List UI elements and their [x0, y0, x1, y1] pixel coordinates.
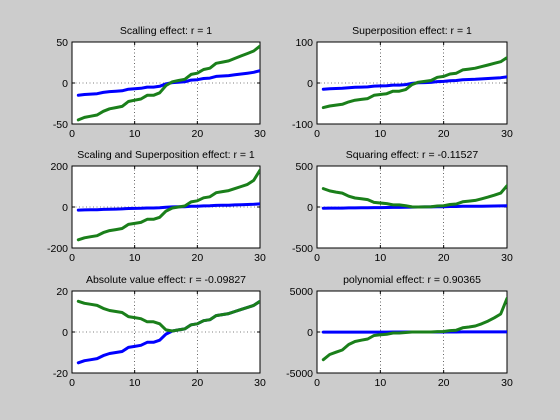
y-tick-label: 500 — [295, 161, 313, 173]
x-tick-label: 0 — [314, 128, 320, 140]
y-tick-label: -50 — [53, 119, 68, 131]
y-tick-label: 5000 — [290, 286, 314, 298]
x-tick-label: 10 — [129, 252, 141, 264]
x-tick-label: 10 — [374, 377, 386, 389]
x-tick-label: 30 — [254, 377, 266, 389]
x-tick-label: 0 — [69, 252, 75, 264]
subplot-title: Superposition effect: r = 1 — [352, 25, 472, 37]
x-tick-label: 30 — [254, 128, 266, 140]
series-line-green — [76, 299, 260, 333]
y-tick-label: -5000 — [286, 368, 313, 380]
series-line-blue — [76, 202, 260, 212]
y-tick-label: 0 — [307, 202, 313, 214]
y-tick-label: 50 — [56, 37, 68, 49]
y-tick-label: 0 — [62, 202, 68, 214]
subplot-title: Scalling effect: r = 1 — [120, 25, 212, 37]
x-tick-label: 0 — [69, 128, 75, 140]
y-tick-label: 0 — [307, 78, 313, 90]
x-tick-label: 30 — [501, 128, 513, 140]
x-tick-label: 20 — [191, 377, 203, 389]
y-tick-label: 200 — [50, 161, 68, 173]
x-tick-label: 10 — [374, 252, 386, 264]
x-tick-label: 10 — [129, 128, 141, 140]
x-tick-label: 30 — [501, 252, 513, 264]
x-tick-label: 20 — [438, 377, 450, 389]
series-line-green — [76, 168, 260, 242]
x-tick-label: 30 — [501, 377, 513, 389]
x-tick-label: 0 — [314, 252, 320, 264]
y-tick-label: 0 — [307, 327, 313, 339]
x-tick-label: 0 — [69, 377, 75, 389]
x-tick-label: 20 — [191, 252, 203, 264]
subplot-title: Absolute value effect: r = -0.09827 — [86, 274, 246, 286]
y-tick-label: 0 — [62, 327, 68, 339]
y-tick-label: -20 — [53, 368, 68, 380]
series-line-green — [321, 296, 507, 362]
x-tick-label: 30 — [254, 252, 266, 264]
subplot-title: Squaring effect: r = -0.11527 — [346, 149, 479, 161]
y-tick-label: -100 — [292, 119, 313, 131]
y-tick-label: -200 — [47, 243, 68, 255]
subplot-title: polynomial effect: r = 0.90365 — [343, 274, 481, 286]
x-tick-label: 20 — [438, 252, 450, 264]
x-tick-label: 20 — [191, 128, 203, 140]
y-tick-label: -500 — [292, 243, 313, 255]
x-tick-label: 10 — [129, 377, 141, 389]
y-tick-label: 20 — [56, 286, 68, 298]
x-tick-label: 0 — [314, 377, 320, 389]
subplot-title: Scaling and Superposition effect: r = 1 — [77, 149, 255, 161]
series-line-green — [321, 184, 507, 209]
y-tick-label: 100 — [295, 37, 313, 49]
axes-frame — [71, 290, 261, 374]
y-tick-label: 0 — [62, 78, 68, 90]
x-tick-label: 20 — [438, 128, 450, 140]
series-line-green — [76, 44, 260, 122]
x-tick-label: 10 — [374, 128, 386, 140]
series-line-green — [321, 56, 507, 110]
